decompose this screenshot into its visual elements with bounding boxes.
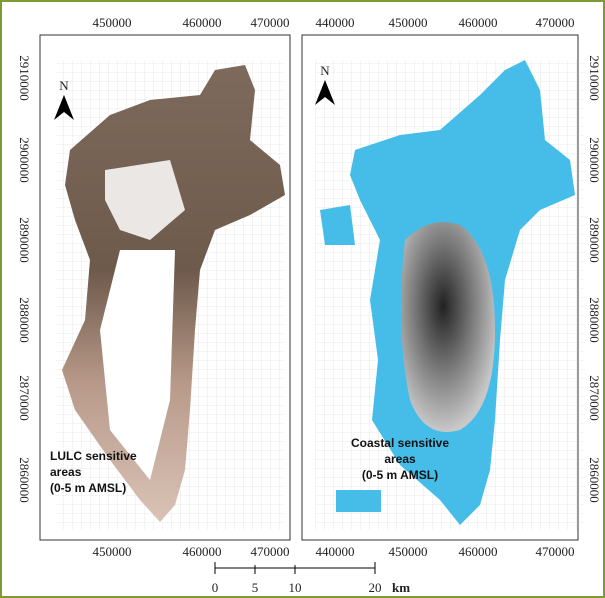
- y-tick-label: 2900000: [17, 137, 32, 183]
- x-tick-label: 470000: [536, 544, 575, 559]
- coastal-islet: [320, 205, 355, 245]
- x-tick-label: 440000: [316, 15, 355, 30]
- legend-swatch: [336, 490, 381, 512]
- y-tick-label: 2880000: [17, 297, 32, 343]
- y-tick-label: 2910000: [17, 55, 32, 101]
- x-tick-label: 460000: [183, 544, 222, 559]
- x-tick-label: 450000: [93, 544, 132, 559]
- north-label: N: [320, 63, 330, 78]
- y-tick-label: 2880000: [587, 297, 602, 343]
- legend-text: areas: [50, 465, 82, 479]
- legend-text: Coastal sensitive: [351, 436, 449, 450]
- y-tick-label: 2860000: [17, 457, 32, 503]
- y-tick-label: 2900000: [587, 137, 602, 183]
- scale-label: 5: [252, 580, 259, 595]
- legend-text: (0-5 m AMSL): [50, 481, 126, 495]
- x-tick-label: 450000: [93, 15, 132, 30]
- x-tick-label: 450000: [389, 544, 428, 559]
- elevation-area: [401, 222, 495, 432]
- y-tick-label: 2860000: [587, 457, 602, 503]
- y-tick-label: 2870000: [17, 375, 32, 421]
- scale-label: 10: [289, 580, 302, 595]
- map-figure: 450000 460000 470000 450000 460000 470000 2910…: [0, 0, 605, 598]
- scale-bar: [215, 562, 375, 574]
- legend-text: areas: [384, 452, 416, 466]
- legend-text: (0-5 m AMSL): [362, 468, 438, 482]
- y-tick-label: 2890000: [587, 217, 602, 263]
- scale-label: 0: [212, 580, 219, 595]
- x-tick-label: 460000: [459, 15, 498, 30]
- x-tick-label: 470000: [251, 544, 290, 559]
- x-tick-label: 470000: [536, 15, 575, 30]
- x-tick-label: 470000: [251, 15, 290, 30]
- legend-text: LULC sensitive: [50, 449, 137, 463]
- y-tick-label: 2910000: [587, 55, 602, 101]
- north-label: N: [59, 78, 69, 93]
- y-tick-label: 2870000: [587, 375, 602, 421]
- x-tick-label: 460000: [459, 544, 498, 559]
- scale-unit: km: [392, 580, 410, 595]
- scale-label: 20: [369, 580, 382, 595]
- y-tick-label: 2890000: [17, 217, 32, 263]
- x-tick-label: 460000: [183, 15, 222, 30]
- x-tick-label: 450000: [389, 15, 428, 30]
- x-tick-label: 440000: [316, 544, 355, 559]
